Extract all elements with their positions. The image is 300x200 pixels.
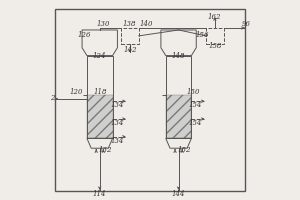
Text: 162: 162	[207, 13, 220, 21]
Text: 120: 120	[69, 88, 83, 96]
Text: 124: 124	[93, 52, 106, 60]
Bar	[206, 28, 224, 44]
Text: 152: 152	[177, 146, 191, 154]
Text: 134: 134	[110, 119, 124, 127]
Text: 144: 144	[172, 190, 185, 198]
Text: 118: 118	[94, 88, 107, 96]
Text: 134: 134	[110, 137, 124, 145]
Bar	[122, 28, 139, 44]
Bar	[87, 95, 112, 138]
Text: 142: 142	[123, 46, 137, 54]
Bar	[87, 95, 112, 138]
Bar	[166, 95, 191, 138]
Text: 156: 156	[196, 31, 209, 39]
Bar	[87, 56, 112, 138]
Text: 138: 138	[123, 20, 136, 28]
Text: 154: 154	[189, 119, 202, 127]
Text: 158: 158	[208, 42, 222, 50]
Text: 96: 96	[241, 20, 250, 28]
Text: 114: 114	[93, 190, 106, 198]
Text: 126: 126	[77, 31, 91, 39]
Text: 134: 134	[110, 101, 124, 109]
Bar	[166, 95, 191, 138]
Bar	[166, 56, 191, 138]
Text: 148: 148	[172, 52, 185, 60]
Text: 132: 132	[98, 146, 112, 154]
Text: 140: 140	[140, 20, 153, 28]
Text: 150: 150	[187, 88, 200, 96]
Text: 130: 130	[97, 20, 110, 28]
Text: 154: 154	[189, 101, 202, 109]
Text: 2: 2	[50, 94, 55, 102]
